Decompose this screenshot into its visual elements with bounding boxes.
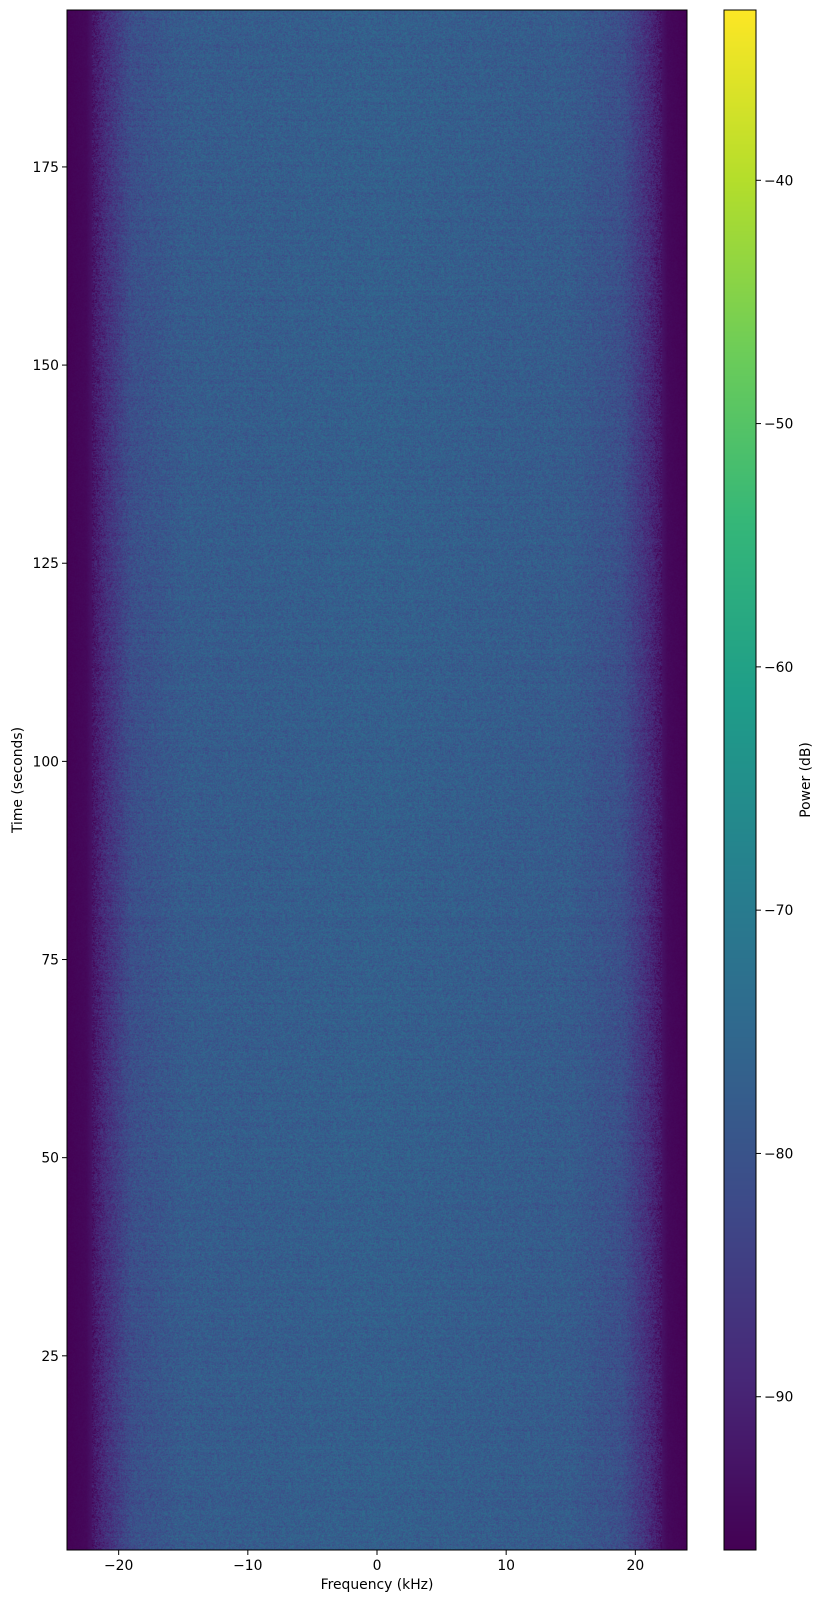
colorbar-tick-label: −80 [764,1146,793,1162]
x-tick-label: −20 [104,1558,133,1574]
x-tick-label: 10 [497,1558,515,1574]
y-axis: 25 50 75 100 125 150 175 [32,160,67,1365]
x-tick-label: −10 [233,1558,262,1574]
colorbar-frame [723,9,757,1551]
y-tick-label: 150 [32,358,59,374]
colorbar-tick-label: −60 [764,660,793,676]
colorbar-tick-label: −70 [764,903,793,919]
y-tick-label: 75 [41,953,59,969]
y-tick-label: 125 [32,556,59,572]
x-tick-label: 20 [626,1558,644,1574]
y-tick-label: 175 [32,160,59,176]
spectrogram-heatmap [67,10,687,1550]
x-tick-label: 0 [373,1558,382,1574]
colorbar-tick-label: −90 [764,1390,793,1406]
colorbar-axis: −90 −80 −70 −60 −50 −40 [756,173,793,1406]
y-tick-label: 25 [41,1349,59,1365]
colorbar-gradient [724,10,756,1550]
x-axis-label: Frequency (kHz) [321,1577,434,1593]
x-axis: −20 −10 0 10 20 [104,1550,644,1574]
y-tick-label: 100 [32,754,59,770]
y-tick-label: 50 [41,1151,59,1167]
y-axis-label: Time (seconds) [10,727,26,834]
plot-frame [66,9,688,1551]
colorbar-tick-label: −50 [764,417,793,433]
colorbar-tick-label: −40 [764,173,793,189]
colorbar-label: Power (dB) [798,742,814,818]
